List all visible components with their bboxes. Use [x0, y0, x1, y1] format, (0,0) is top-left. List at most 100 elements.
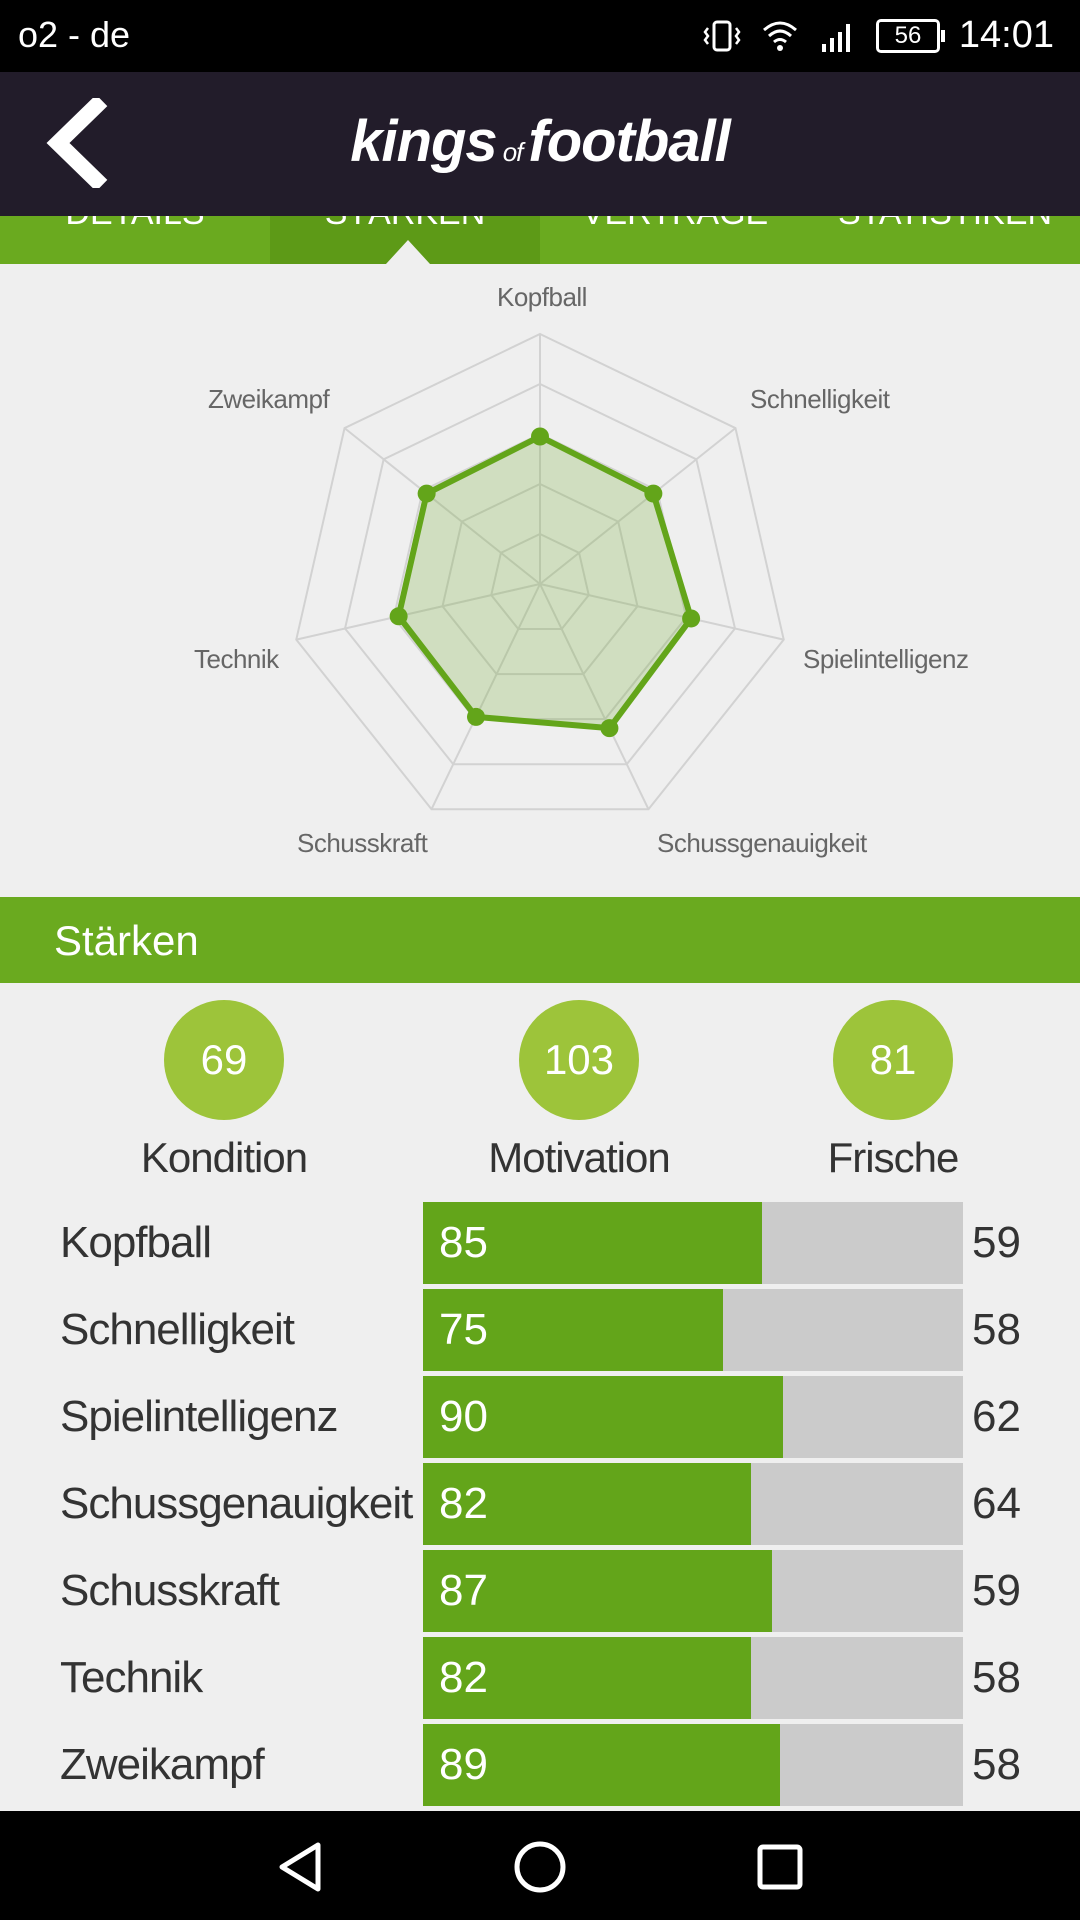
radar-label-kopfball: Kopfball	[497, 282, 587, 312]
radar-point-schussgenauigkeit	[600, 719, 619, 738]
stat-label: Kopfball	[60, 1218, 212, 1267]
chevron-left-icon	[46, 94, 108, 192]
radar-grid-ring	[295, 332, 785, 811]
stat-row-schnelligkeit: Schnelligkeit 75 58	[0, 1289, 1080, 1371]
frische-circle: 81	[833, 1000, 953, 1120]
radar-label-spielintelligenz: Spielintelligenz	[803, 644, 969, 674]
radar-grid-ring	[490, 532, 590, 631]
tab-details[interactable]: DETAILS	[0, 216, 270, 264]
stat-average: 58	[972, 1653, 1021, 1702]
tab-statistiken[interactable]: STATISTIKEN	[810, 216, 1080, 264]
stat-label: Spielintelligenz	[60, 1392, 339, 1441]
radar-label-schnelligkeit: Schnelligkeit	[750, 384, 890, 414]
stat-row-kopfball: Kopfball 85 59	[0, 1202, 1080, 1284]
status-icons: 56	[702, 14, 945, 58]
nav-home-button[interactable]	[510, 1837, 570, 1897]
stat-label: Schussgenauigkeit	[60, 1479, 413, 1528]
stat-value: 90	[439, 1392, 488, 1441]
stat-bar-track: 82	[423, 1637, 963, 1719]
radar-point-kopfball	[531, 427, 549, 446]
tab-details-label: DETAILS	[65, 216, 204, 232]
radar-point-schnelligkeit	[644, 484, 663, 503]
section-title: Stärken	[54, 917, 199, 964]
radar-axis-line	[539, 583, 784, 641]
signal-icon	[822, 24, 850, 52]
nav-back-button[interactable]	[270, 1837, 330, 1897]
radar-point-technik	[389, 607, 408, 626]
radar-axis-line	[430, 583, 541, 810]
kondition-circle: 69	[164, 1000, 284, 1120]
radar-chart: Kopfball Schnelligkeit Spielintelligenz …	[0, 264, 1080, 896]
summary-kondition: 69 Kondition	[94, 1000, 354, 1182]
app-header: kings of football	[0, 72, 1080, 216]
back-button[interactable]	[38, 94, 128, 192]
carrier-name: o2 - de	[18, 14, 131, 55]
radar-label-technik: Technik	[194, 644, 279, 674]
stat-bar-fill	[423, 1463, 751, 1545]
stat-value: 75	[439, 1305, 488, 1354]
radar-axis-line	[539, 583, 650, 810]
stat-bar-fill	[423, 1376, 783, 1458]
stat-value: 82	[439, 1479, 488, 1528]
radar-grid-ring	[392, 432, 688, 721]
stat-value: 82	[439, 1653, 488, 1702]
motivation-circle: 103	[519, 1000, 639, 1120]
stat-value: 89	[439, 1740, 488, 1789]
radar-axis-line	[296, 583, 541, 641]
stat-row-technik: Technik 82 58	[0, 1637, 1080, 1719]
stat-label: Schnelligkeit	[60, 1305, 295, 1354]
summary-frische: 81 Frische	[763, 1000, 1023, 1182]
tab-statistiken-label: STATISTIKEN	[838, 216, 1052, 232]
stat-row-schusskraft: Schusskraft 87 59	[0, 1550, 1080, 1632]
stat-value: 85	[439, 1218, 488, 1267]
radar-point-spielintelligenz	[682, 609, 701, 628]
stat-bar-fill	[423, 1289, 723, 1371]
tab-vertraege-label: VERTRÄGE	[582, 216, 768, 232]
stat-label: Schusskraft	[60, 1566, 280, 1615]
stat-bar-track: 75	[423, 1289, 963, 1371]
logo-text-of: of	[502, 137, 524, 167]
tab-vertraege[interactable]: VERTRÄGE	[540, 216, 810, 264]
radar-point-zweikampf	[417, 484, 436, 503]
stat-value: 87	[439, 1566, 488, 1615]
stat-row-spielintelligenz: Spielintelligenz 90 62	[0, 1376, 1080, 1458]
stat-average: 62	[972, 1392, 1021, 1441]
stat-average: 58	[972, 1740, 1021, 1789]
active-tab-indicator	[386, 240, 430, 264]
radar-label-schussgenauigkeit: Schussgenauigkeit	[657, 828, 867, 858]
stat-bar-fill	[423, 1724, 780, 1806]
stat-row-schussgenauigkeit: Schussgenauigkeit 82 64	[0, 1463, 1080, 1545]
battery-icon: 56	[876, 19, 945, 53]
stat-bar-fill	[423, 1637, 751, 1719]
summary-motivation: 103 Motivation	[449, 1000, 709, 1182]
status-bar: o2 - de 56 14:01	[0, 0, 1080, 72]
wifi-icon	[763, 21, 797, 51]
stat-average: 59	[972, 1566, 1021, 1615]
stat-label: Zweikampf	[60, 1740, 265, 1789]
stat-bar-track: 87	[423, 1550, 963, 1632]
radar-label-zweikampf: Zweikampf	[208, 384, 330, 414]
stat-bar-track: 90	[423, 1376, 963, 1458]
section-header-staerken: Stärken	[0, 897, 1080, 983]
stat-average: 64	[972, 1479, 1021, 1528]
radar-axis-line	[343, 427, 541, 585]
app-logo: kings of football	[0, 108, 1080, 175]
stat-bar-fill	[423, 1550, 772, 1632]
nav-recents-button[interactable]	[750, 1837, 810, 1897]
stat-label: Technik	[60, 1653, 203, 1702]
stat-bar-fill	[423, 1202, 762, 1284]
radar-grid-ring	[343, 382, 737, 766]
stat-row-zweikampf: Zweikampf 89 58	[0, 1724, 1080, 1806]
triangle-back-icon	[279, 1842, 321, 1892]
battery-level: 56	[894, 22, 922, 49]
tab-bar: DETAILS STÄRKEN VERTRÄGE STATISTIKEN	[0, 216, 1080, 264]
radar-point-schusskraft	[467, 707, 486, 726]
radar-grid-ring	[441, 482, 639, 676]
kondition-label: Kondition	[140, 1134, 308, 1181]
square-recents-icon	[757, 1844, 803, 1890]
circle-home-icon	[514, 1841, 566, 1893]
clock: 14:01	[958, 14, 1054, 56]
stat-average: 58	[972, 1305, 1021, 1354]
stat-average: 59	[972, 1218, 1021, 1267]
